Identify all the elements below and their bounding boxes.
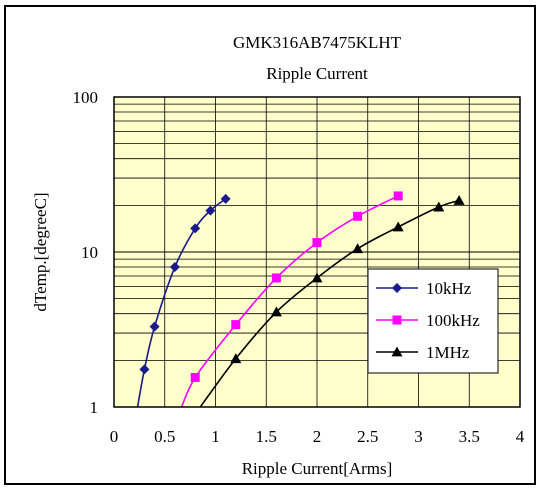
x-tick-label: 0 (110, 427, 119, 446)
data-point-100khz (231, 320, 241, 330)
legend-marker-1mhz (391, 346, 403, 357)
data-point-1mhz (453, 194, 465, 205)
data-point-10khz (190, 223, 201, 234)
x-tick-label: 1.5 (256, 427, 277, 446)
data-point-10khz (205, 205, 216, 216)
data-point-100khz (190, 372, 200, 382)
legend: 10kHz 100kHz 1MHz (367, 268, 499, 374)
x-tick-label: 3 (414, 427, 423, 446)
x-tick-label: 3.5 (459, 427, 480, 446)
data-point-1mhz (352, 243, 364, 254)
chart-title: GMK316AB7475KLHT (233, 33, 402, 52)
x-axis-label: Ripple Current[Arms] (242, 459, 393, 478)
legend-label-100khz: 100kHz (426, 311, 480, 330)
data-point-100khz (353, 211, 363, 221)
legend-label-1mhz: 1MHz (426, 343, 470, 362)
data-point-10khz (220, 193, 231, 204)
legend-label-10khz: 10kHz (426, 279, 472, 298)
data-point-1mhz (392, 221, 404, 232)
y-tick-label: 100 (73, 88, 99, 107)
data-point-1mhz (311, 272, 323, 283)
data-point-1mhz (270, 306, 282, 317)
data-point-10khz (149, 321, 160, 332)
data-point-1mhz (230, 353, 242, 364)
x-tick-label: 2.5 (357, 427, 378, 446)
data-point-100khz (393, 191, 403, 201)
chart-subtitle: Ripple Current (266, 64, 368, 83)
x-tick-label: 2 (313, 427, 322, 446)
x-tick-labels: 0 0.5 1 1.5 2 2.5 3 3.5 4 (110, 427, 525, 446)
data-point-10khz (169, 262, 180, 273)
y-tick-label: 10 (81, 243, 98, 262)
y-axis-label: dTemp.[degreeC] (31, 192, 50, 311)
marker-layer (139, 191, 465, 382)
data-point-10khz (139, 364, 150, 375)
y-tick-labels: 1 10 100 (73, 88, 99, 417)
x-tick-label: 4 (516, 427, 525, 446)
data-point-100khz (312, 238, 322, 248)
x-tick-label: 1 (211, 427, 220, 446)
plot-border (113, 96, 521, 408)
grid-lines (114, 97, 520, 407)
x-tick-label: 0.5 (154, 427, 175, 446)
data-point-1mhz (433, 201, 445, 212)
legend-box (367, 268, 499, 374)
legend-marker-10khz (392, 283, 402, 293)
legend-marker-100khz (392, 315, 402, 325)
data-point-100khz (271, 273, 281, 283)
y-tick-label: 1 (90, 398, 99, 417)
